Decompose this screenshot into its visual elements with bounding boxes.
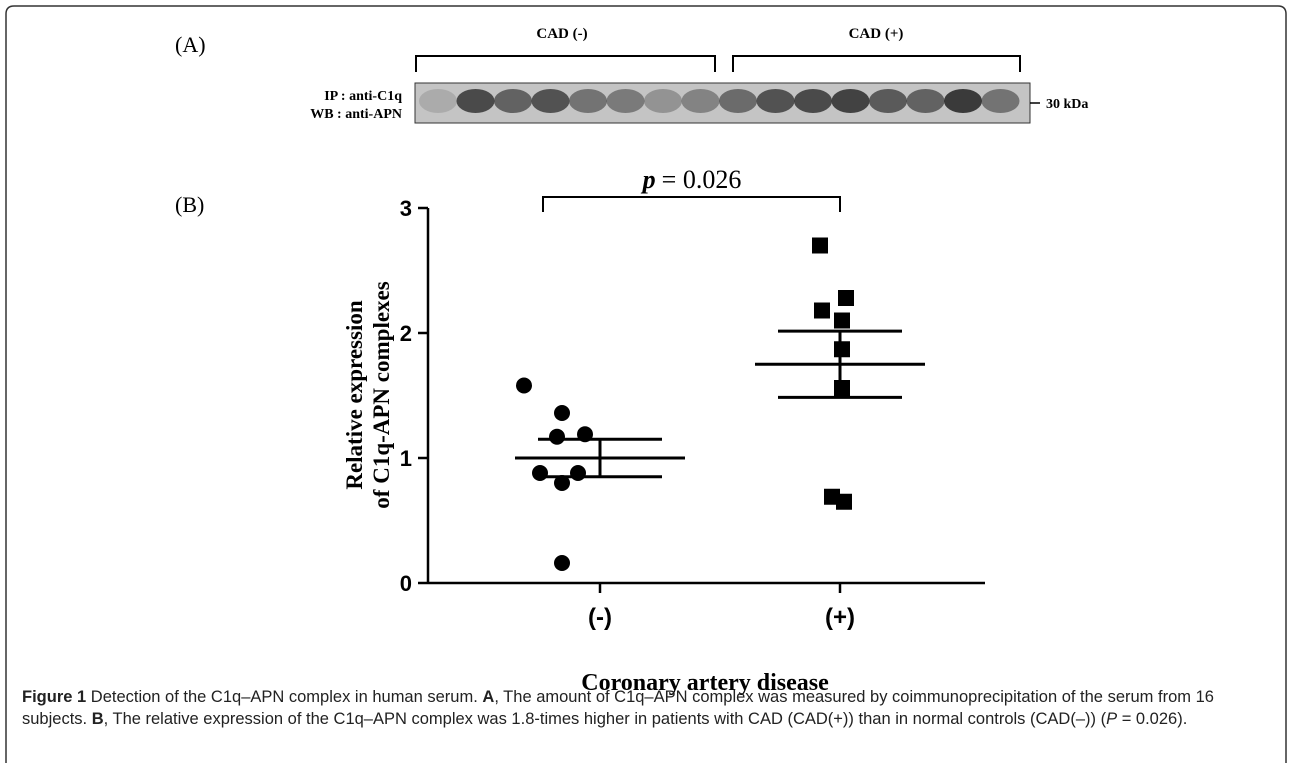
blot-band bbox=[569, 89, 607, 113]
data-point bbox=[554, 405, 570, 421]
blot-band bbox=[794, 89, 832, 113]
blot-band bbox=[682, 89, 720, 113]
blot-band bbox=[982, 89, 1020, 113]
caption-text: , The relative expression of the C1q–APN… bbox=[104, 710, 1106, 728]
y-tick-label: 3 bbox=[400, 196, 412, 221]
western-blot bbox=[415, 83, 1030, 123]
p-value: p= 0.026 bbox=[641, 165, 742, 194]
data-point bbox=[812, 238, 828, 254]
group-label: CAD (-) bbox=[536, 26, 587, 42]
blot-label: WB : anti-APN bbox=[310, 107, 402, 122]
data-point bbox=[834, 341, 850, 357]
figure-svg: (A) CAD (-) CAD (+) IP : anti-C1q WB : a… bbox=[0, 0, 1292, 763]
data-point bbox=[549, 429, 565, 445]
data-point bbox=[532, 465, 548, 481]
blot-band bbox=[419, 89, 457, 113]
caption-text: B bbox=[92, 710, 104, 728]
group-bracket bbox=[416, 56, 1020, 72]
caption-text: A bbox=[482, 688, 494, 706]
p-text: = 0.026 bbox=[662, 165, 742, 194]
p-symbol: p bbox=[641, 165, 656, 194]
blot-band bbox=[757, 89, 795, 113]
figure: (A) CAD (-) CAD (+) IP : anti-C1q WB : a… bbox=[0, 0, 1292, 763]
y-axis-title: Relative expression bbox=[342, 300, 367, 490]
data-point bbox=[814, 303, 830, 319]
data-point bbox=[516, 378, 532, 394]
panel-label: (A) bbox=[175, 32, 206, 57]
caption-title: Figure 1 bbox=[22, 688, 86, 706]
significance-bracket bbox=[543, 197, 840, 212]
blot-band bbox=[532, 89, 570, 113]
blot-label: IP : anti-C1q bbox=[324, 89, 402, 104]
data-point bbox=[554, 555, 570, 571]
data-point bbox=[834, 380, 850, 396]
marker-label: 30 kDa bbox=[1046, 97, 1088, 112]
blot-band bbox=[607, 89, 645, 113]
x-tick-label: (+) bbox=[825, 604, 855, 631]
caption-text: Detection of the C1q–APN complex in huma… bbox=[86, 688, 482, 706]
blot-band bbox=[457, 89, 495, 113]
data-point bbox=[838, 290, 854, 306]
panel-label: (B) bbox=[175, 192, 204, 217]
caption-text: P bbox=[1106, 710, 1117, 728]
y-tick-label: 0 bbox=[400, 571, 412, 596]
blot-band bbox=[832, 89, 870, 113]
data-point bbox=[836, 494, 852, 510]
blot-band bbox=[494, 89, 532, 113]
blot-band bbox=[944, 89, 982, 113]
blot-band bbox=[869, 89, 907, 113]
blot-band bbox=[719, 89, 757, 113]
blot-band bbox=[644, 89, 682, 113]
data-point bbox=[834, 313, 850, 329]
y-axis-title: of C1q-APN complexes bbox=[369, 281, 394, 508]
y-tick-label: 1 bbox=[400, 446, 412, 471]
group-label: CAD (+) bbox=[849, 26, 904, 42]
x-tick-label: (-) bbox=[588, 604, 612, 631]
caption: Figure 1 Detection of the C1q–APN comple… bbox=[22, 686, 1272, 730]
caption-text: = 0.026). bbox=[1117, 710, 1187, 728]
data-point bbox=[570, 465, 586, 481]
y-tick-label: 2 bbox=[400, 321, 412, 346]
blot-band bbox=[907, 89, 945, 113]
